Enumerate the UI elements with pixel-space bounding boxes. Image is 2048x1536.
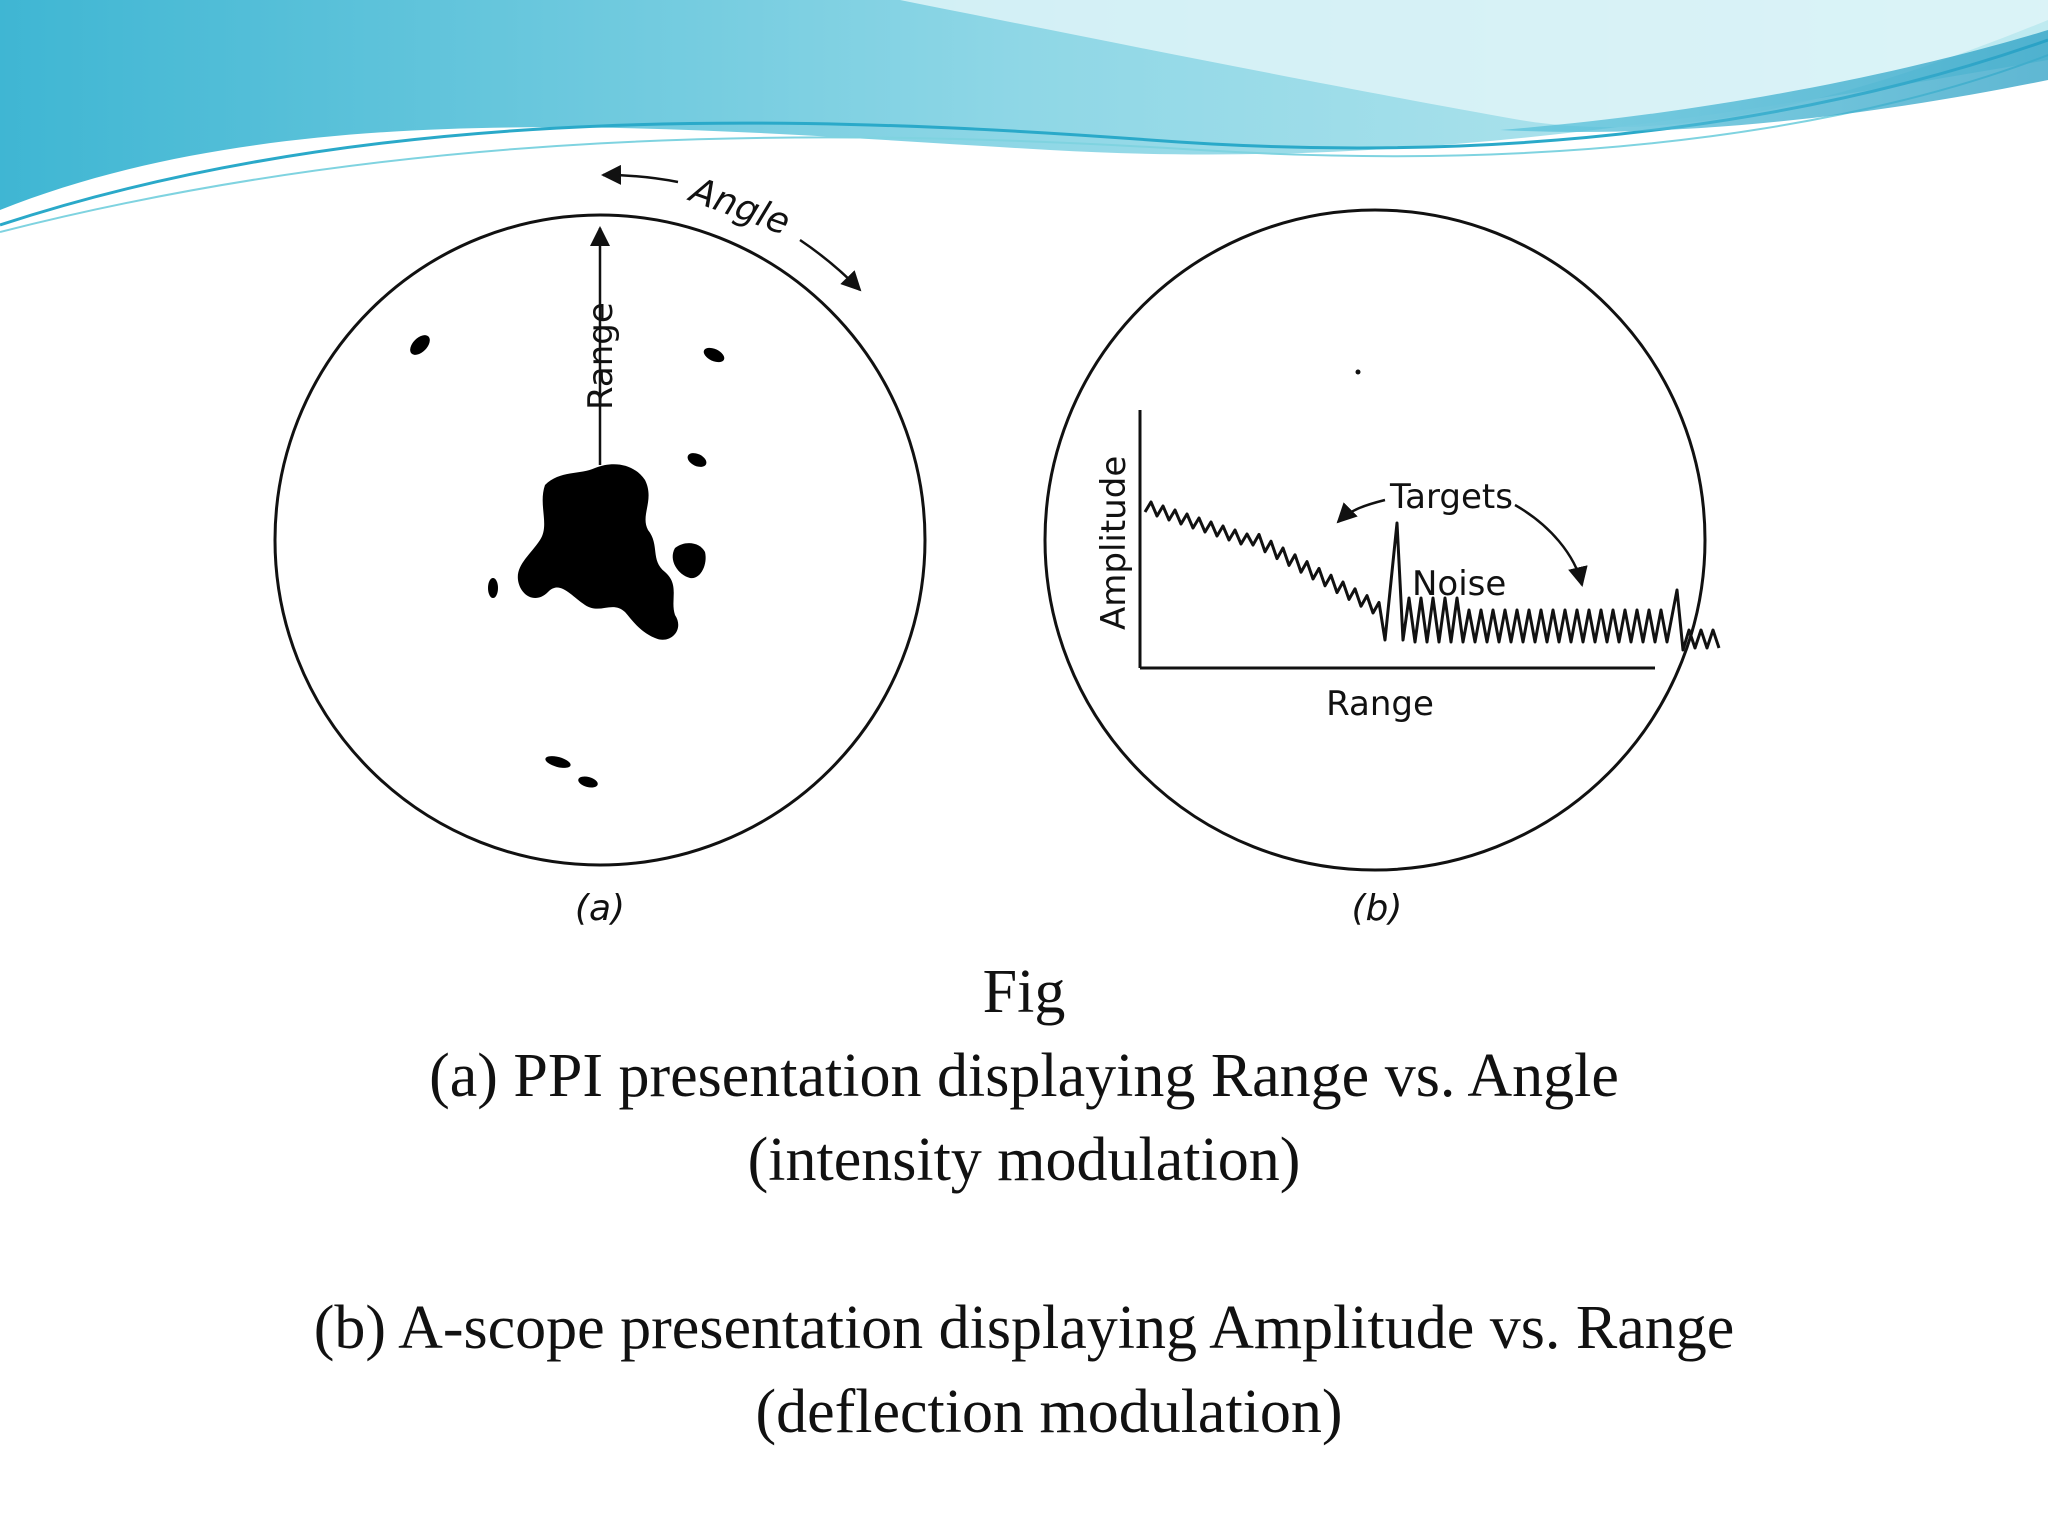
angle-arrow-right (799, 238, 862, 292)
angle-label: Angle (683, 169, 795, 243)
targets-arrow-left (1336, 498, 1386, 524)
scope-dot (1355, 369, 1361, 375)
clutter-spot-right (672, 543, 706, 579)
a-scope-circle (1043, 208, 1707, 872)
caption-spacer (0, 1202, 2048, 1286)
targets-label: Targets (1389, 477, 1513, 517)
radar-figure: Angle Range (a) Amplitude Range Targets … (273, 164, 1721, 929)
panel-b-label: (b) (1352, 888, 1403, 929)
caption-line-a1: (a) PPI presentation displaying Range vs… (429, 1042, 1619, 1110)
caption-line-a2: (intensity modulation) (747, 1126, 1301, 1194)
caption-fig: Fig (982, 958, 1066, 1026)
target-blip-2 (703, 347, 725, 363)
signal-trace (1143, 500, 1721, 652)
angle-arrow (601, 164, 679, 185)
target-blip-1 (410, 335, 430, 355)
wave-band-right (1500, 30, 2048, 132)
a-scope-panel: Amplitude Range Targets Noise (b) (1043, 208, 1721, 929)
panel-a-label: (a) (575, 888, 625, 929)
central-clutter-blob (517, 464, 679, 640)
ppi-scope-circle (273, 213, 927, 867)
amplitude-label: Amplitude (1094, 456, 1134, 630)
target-blip-6 (578, 776, 598, 788)
wave-banner (0, 0, 2048, 233)
ppi-panel: Angle Range (a) (273, 164, 927, 929)
caption-line-b1: (b) A-scope presentation displaying Ampl… (313, 1294, 1735, 1362)
range-label: Range (581, 302, 621, 410)
target-blip-5 (545, 756, 571, 768)
wave-line-2 (0, 54, 2048, 233)
figure-caption: Fig (a) PPI presentation displaying Rang… (0, 950, 2048, 1454)
target-blip-4 (488, 578, 498, 598)
target-blip-3 (687, 453, 707, 467)
caption-line-b2: (deflection modulation) (755, 1378, 1343, 1446)
targets-arrow-right (1514, 503, 1588, 587)
wave-band-front (900, 0, 2048, 128)
noise-label: Noise (1412, 564, 1506, 604)
range-label-b: Range (1326, 684, 1434, 724)
